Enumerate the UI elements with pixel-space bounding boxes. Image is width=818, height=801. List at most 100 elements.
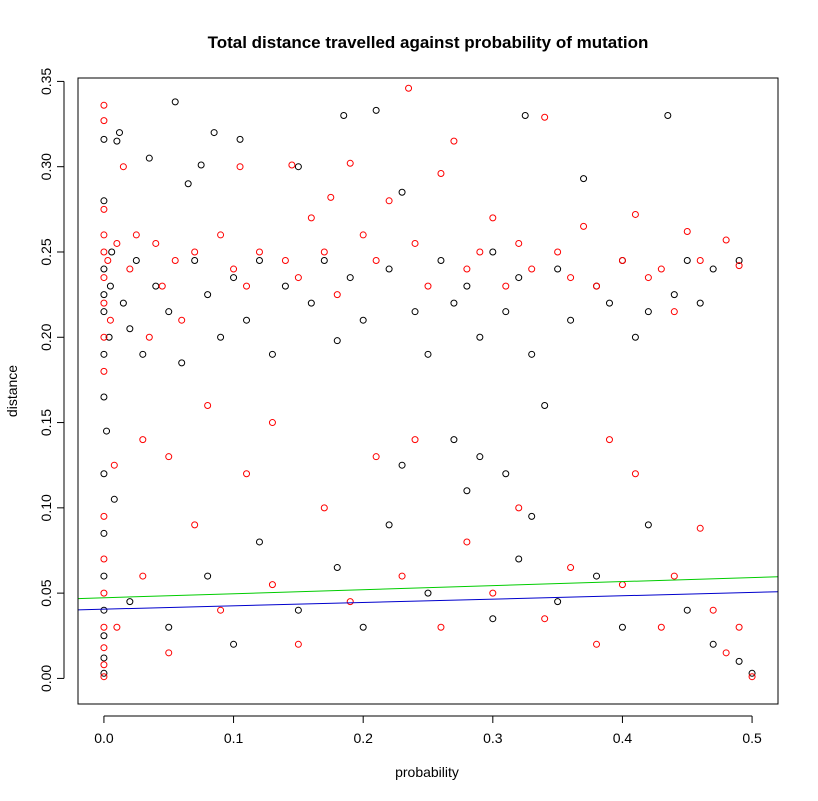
data-point — [541, 615, 549, 623]
data-point — [100, 197, 108, 205]
data-point — [255, 257, 263, 265]
data-point — [528, 512, 536, 520]
data-point — [489, 615, 497, 623]
data-point — [268, 581, 276, 589]
data-point — [521, 112, 529, 120]
data-point — [126, 598, 134, 606]
data-point — [132, 257, 140, 265]
data-point — [100, 274, 108, 282]
data-point — [748, 673, 756, 681]
data-point — [152, 239, 160, 247]
data-point — [722, 649, 730, 657]
data-point — [320, 504, 328, 512]
data-point — [631, 210, 639, 218]
data-point — [593, 572, 601, 580]
data-point — [268, 350, 276, 358]
data-point — [372, 453, 380, 461]
chart-title: Total distance travelled against probabi… — [208, 33, 649, 52]
data-point — [294, 274, 302, 282]
data-point — [372, 106, 380, 114]
data-point — [100, 350, 108, 358]
data-point — [696, 524, 704, 532]
data-point — [476, 248, 484, 256]
data-point — [346, 159, 354, 167]
data-point — [243, 316, 251, 324]
y-tick-label: 0.00 — [38, 665, 54, 692]
x-tick-label: 0.4 — [613, 730, 633, 746]
data-point — [100, 205, 108, 213]
data-point — [476, 333, 484, 341]
data-point — [126, 265, 134, 273]
data-point — [405, 84, 413, 92]
data-point — [683, 606, 691, 614]
data-point — [100, 589, 108, 597]
data-point — [644, 274, 652, 282]
data-point — [165, 649, 173, 657]
data-point — [424, 282, 432, 290]
data-point — [294, 163, 302, 171]
data-point — [670, 308, 678, 316]
data-point — [463, 487, 471, 495]
data-point — [184, 180, 192, 188]
data-point — [191, 248, 199, 256]
data-point — [320, 248, 328, 256]
data-point — [450, 436, 458, 444]
data-point — [709, 606, 717, 614]
data-point — [437, 623, 445, 631]
data-point — [294, 606, 302, 614]
data-point — [722, 236, 730, 244]
data-point — [631, 333, 639, 341]
trend-lines — [77, 576, 779, 611]
data-point — [105, 333, 113, 341]
data-point — [437, 170, 445, 178]
data-point — [333, 291, 341, 299]
y-axis: 0.00 0.05 0.10 0.15 0.20 0.25 0.30 0.35 — [38, 68, 65, 692]
data-point — [100, 265, 108, 273]
data-point — [502, 308, 510, 316]
data-point — [100, 231, 108, 239]
data-point — [106, 316, 114, 324]
data-point — [100, 393, 108, 401]
data-point — [230, 274, 238, 282]
data-point — [288, 161, 296, 169]
data-point — [320, 257, 328, 265]
data-point — [145, 333, 153, 341]
data-point — [255, 538, 263, 546]
data-point — [489, 248, 497, 256]
data-point — [450, 299, 458, 307]
data-point — [100, 117, 108, 125]
data-point — [100, 555, 108, 563]
data-point — [580, 175, 588, 183]
data-point — [515, 504, 523, 512]
data-point — [489, 214, 497, 222]
data-point — [281, 257, 289, 265]
data-point — [489, 589, 497, 597]
data-point — [463, 282, 471, 290]
data-point — [217, 333, 225, 341]
data-point — [424, 350, 432, 358]
data-point — [631, 470, 639, 478]
data-point — [100, 529, 108, 537]
data-point — [463, 538, 471, 546]
data-point — [294, 640, 302, 648]
data-point — [340, 112, 348, 120]
data-point — [307, 299, 315, 307]
data-point — [113, 137, 121, 145]
data-point — [158, 282, 166, 290]
data-point — [100, 512, 108, 520]
data-point — [696, 299, 704, 307]
trend-line-2 — [77, 591, 779, 611]
data-point — [593, 640, 601, 648]
data-point — [100, 299, 108, 307]
data-point — [165, 453, 173, 461]
data-point — [106, 282, 114, 290]
data-point — [502, 282, 510, 290]
data-point — [683, 257, 691, 265]
data-point — [230, 640, 238, 648]
x-tick-label: 0.0 — [94, 730, 114, 746]
data-point — [580, 222, 588, 230]
data-point — [385, 521, 393, 529]
data-point — [204, 572, 212, 580]
data-point — [178, 316, 186, 324]
